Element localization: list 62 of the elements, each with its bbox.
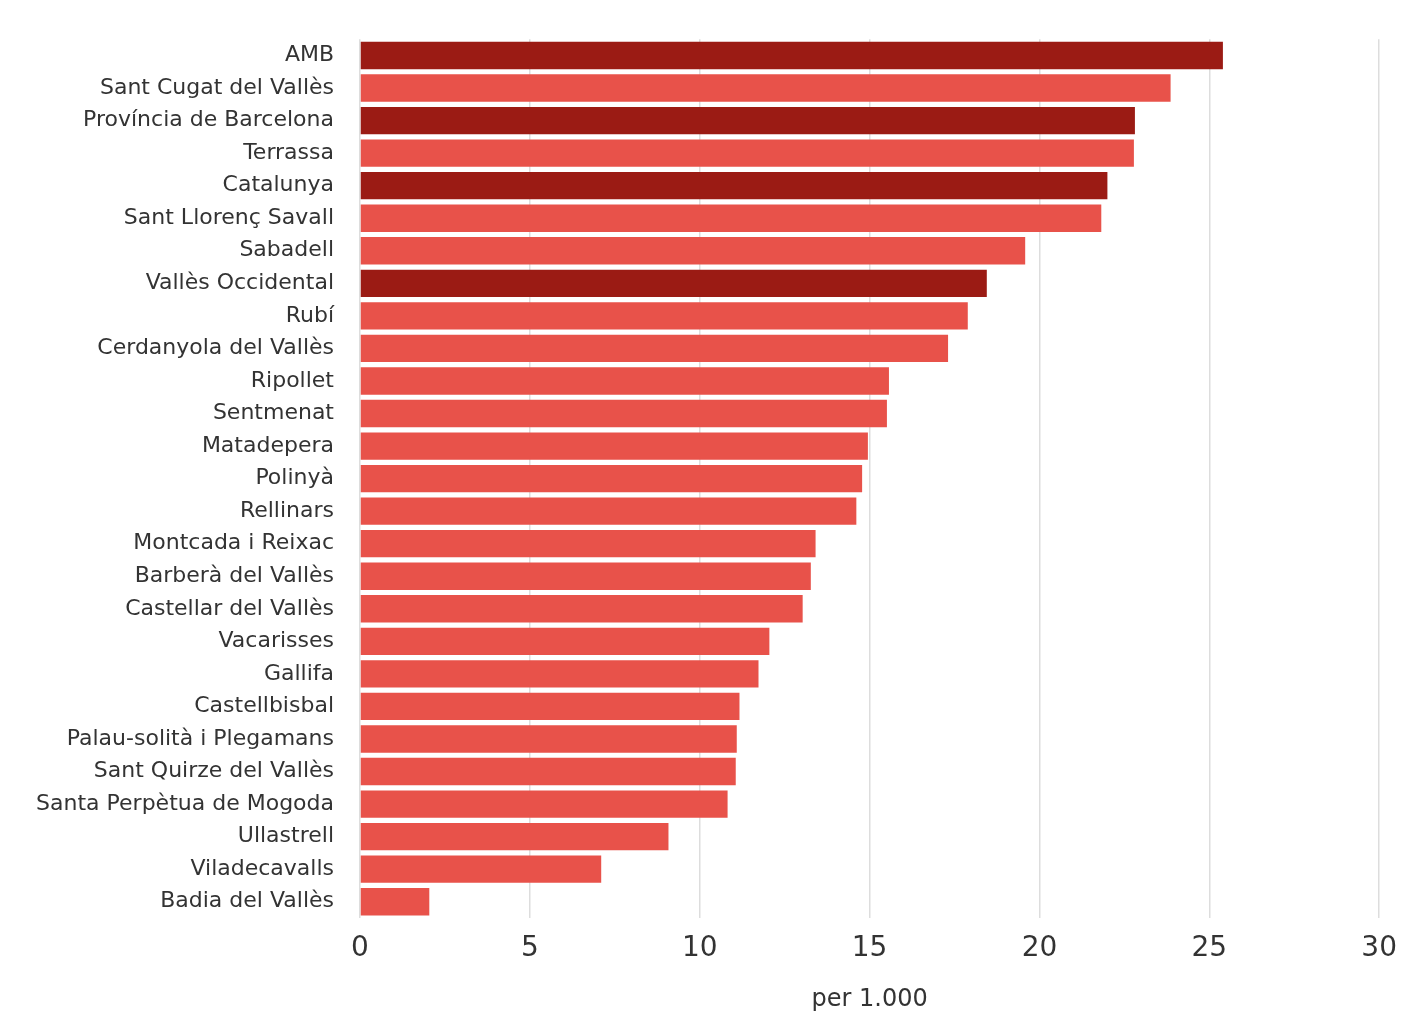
y-tick-label: Castellbisbal xyxy=(194,692,334,718)
x-tick-label: 15 xyxy=(851,930,888,964)
y-tick-label: Vacarisses xyxy=(218,627,334,653)
bar xyxy=(360,790,728,818)
bar xyxy=(360,530,816,558)
bar xyxy=(360,334,949,363)
y-tick-label: Santa Perpètua de Mogoda xyxy=(36,789,334,815)
y-tick-label: AMB xyxy=(284,41,334,67)
y-tick-label: Viladecavalls xyxy=(190,854,334,880)
bar xyxy=(360,595,803,623)
bar xyxy=(360,888,430,916)
y-tick-label: Gallifa xyxy=(263,659,334,685)
y-tick-label: Vallès Occidental xyxy=(145,269,334,295)
y-tick-label: Cerdanyola del Vallès xyxy=(97,334,334,360)
bar xyxy=(360,139,1134,167)
x-tick-label: 20 xyxy=(1021,930,1058,964)
y-tick-label: Sant Quirze del Vallès xyxy=(93,757,334,783)
bar xyxy=(360,41,1223,70)
bar xyxy=(360,660,759,688)
bar xyxy=(360,367,889,395)
bar xyxy=(360,302,968,330)
bar xyxy=(360,855,602,883)
bar xyxy=(360,399,887,428)
x-tick-label: 25 xyxy=(1191,930,1228,964)
bar xyxy=(360,204,1102,232)
y-tick-label: Rellinars xyxy=(239,496,334,522)
bar xyxy=(360,269,987,297)
x-tick-label: 0 xyxy=(351,930,369,964)
bar xyxy=(360,464,863,493)
bar xyxy=(360,74,1171,102)
x-tick-label: 5 xyxy=(520,930,539,964)
bar xyxy=(360,497,857,525)
y-tick-label: Sant Cugat del Vallès xyxy=(99,73,334,99)
y-tick-label: Matadepera xyxy=(201,431,334,457)
y-tick-label: Ripollet xyxy=(250,366,335,392)
bar xyxy=(360,106,1135,135)
y-tick-label: Sentmenat xyxy=(212,399,335,425)
y-tick-label: Castellar del Vallès xyxy=(125,594,334,620)
y-tick-label: Badia del Vallès xyxy=(160,887,334,913)
bar xyxy=(360,822,669,851)
y-tick-label: Catalunya xyxy=(222,171,334,197)
y-tick-label: Palau-solità i Plegamans xyxy=(66,724,334,750)
bar xyxy=(360,562,811,590)
y-tick-label: Ullastrell xyxy=(237,822,334,848)
y-tick-label: Sabadell xyxy=(239,236,334,262)
bar xyxy=(360,237,1026,265)
bar xyxy=(360,432,868,460)
x-tick-label: 10 xyxy=(681,930,718,964)
bar xyxy=(360,757,736,786)
y-tick-label: Província de Barcelona xyxy=(83,106,334,132)
y-tick-label: Montcada i Reixac xyxy=(133,529,334,555)
y-tick-label: Rubí xyxy=(285,301,335,327)
x-axis-title: per 1.000 xyxy=(811,983,928,1012)
y-tick-label: Terrassa xyxy=(242,138,334,164)
y-tick-label: Barberà del Vallès xyxy=(134,561,334,587)
bar xyxy=(360,172,1108,200)
y-tick-label: Sant Llorenç Savall xyxy=(123,203,334,229)
bar xyxy=(360,725,737,753)
bar xyxy=(360,627,770,656)
x-tick-label: 30 xyxy=(1361,930,1398,964)
y-tick-label: Polinyà xyxy=(255,464,334,490)
bar xyxy=(360,692,740,721)
